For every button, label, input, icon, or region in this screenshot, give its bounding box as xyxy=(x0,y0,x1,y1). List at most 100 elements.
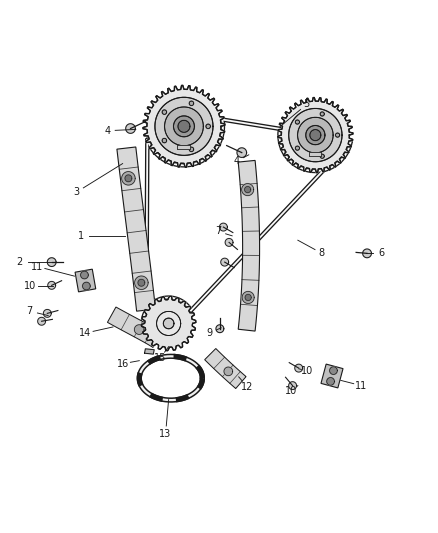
Polygon shape xyxy=(321,364,343,388)
Polygon shape xyxy=(238,160,260,331)
Polygon shape xyxy=(242,183,254,196)
Polygon shape xyxy=(189,101,194,106)
Polygon shape xyxy=(75,269,96,292)
Polygon shape xyxy=(306,126,325,144)
Polygon shape xyxy=(327,377,334,385)
Polygon shape xyxy=(177,145,191,149)
Polygon shape xyxy=(306,126,325,144)
Polygon shape xyxy=(163,318,174,329)
Text: 16: 16 xyxy=(117,359,129,369)
Text: 11: 11 xyxy=(31,262,43,271)
Polygon shape xyxy=(134,276,148,289)
Polygon shape xyxy=(297,117,333,153)
Polygon shape xyxy=(173,116,194,137)
Polygon shape xyxy=(117,147,155,311)
Polygon shape xyxy=(145,349,154,354)
Polygon shape xyxy=(83,282,90,290)
Text: 7: 7 xyxy=(215,227,221,237)
Polygon shape xyxy=(165,107,203,146)
Polygon shape xyxy=(162,139,166,143)
Text: 13: 13 xyxy=(159,429,172,439)
Polygon shape xyxy=(47,258,56,266)
Polygon shape xyxy=(162,139,166,143)
Polygon shape xyxy=(320,154,324,158)
Text: 15: 15 xyxy=(154,353,166,364)
Polygon shape xyxy=(206,124,210,128)
Polygon shape xyxy=(278,98,353,173)
Polygon shape xyxy=(141,296,196,351)
Polygon shape xyxy=(295,364,303,372)
Polygon shape xyxy=(143,85,225,167)
Text: 10: 10 xyxy=(24,281,36,291)
Polygon shape xyxy=(242,292,254,303)
Polygon shape xyxy=(122,172,135,185)
Polygon shape xyxy=(320,154,324,158)
Polygon shape xyxy=(134,325,144,334)
Polygon shape xyxy=(221,258,229,266)
Polygon shape xyxy=(295,146,300,150)
Polygon shape xyxy=(162,110,166,115)
Text: 9: 9 xyxy=(206,328,212,338)
Polygon shape xyxy=(289,108,342,161)
Polygon shape xyxy=(178,120,190,132)
Polygon shape xyxy=(295,146,300,150)
Polygon shape xyxy=(219,223,227,231)
Polygon shape xyxy=(330,367,337,374)
Polygon shape xyxy=(278,98,353,173)
Text: 5: 5 xyxy=(304,100,310,109)
Polygon shape xyxy=(309,152,321,156)
Text: 10: 10 xyxy=(300,366,313,376)
Text: 14: 14 xyxy=(79,328,92,338)
Text: 10: 10 xyxy=(285,386,297,397)
Polygon shape xyxy=(297,117,333,153)
Polygon shape xyxy=(336,133,339,137)
Text: 4: 4 xyxy=(233,156,240,166)
Polygon shape xyxy=(125,175,132,182)
Text: 8: 8 xyxy=(319,248,325,259)
Polygon shape xyxy=(310,130,321,141)
Polygon shape xyxy=(157,311,180,335)
Polygon shape xyxy=(38,317,46,325)
Polygon shape xyxy=(320,112,324,116)
Polygon shape xyxy=(126,124,135,133)
Polygon shape xyxy=(177,145,191,149)
Polygon shape xyxy=(205,349,246,389)
Polygon shape xyxy=(225,238,233,246)
Text: 11: 11 xyxy=(355,381,367,391)
Polygon shape xyxy=(189,101,194,106)
Polygon shape xyxy=(157,311,180,335)
Polygon shape xyxy=(310,130,321,141)
Text: 6: 6 xyxy=(378,248,384,259)
Polygon shape xyxy=(189,147,194,151)
Polygon shape xyxy=(43,310,51,317)
Polygon shape xyxy=(155,98,213,156)
Polygon shape xyxy=(189,147,194,151)
Polygon shape xyxy=(163,318,174,329)
Polygon shape xyxy=(363,249,371,258)
Polygon shape xyxy=(289,108,342,161)
Polygon shape xyxy=(162,110,166,115)
Polygon shape xyxy=(173,116,194,137)
Polygon shape xyxy=(155,98,213,156)
Polygon shape xyxy=(295,120,300,124)
Polygon shape xyxy=(165,107,203,146)
Polygon shape xyxy=(309,152,321,156)
Polygon shape xyxy=(224,367,233,376)
Polygon shape xyxy=(138,279,145,286)
Text: 1: 1 xyxy=(78,231,84,241)
Polygon shape xyxy=(143,85,225,167)
Polygon shape xyxy=(320,112,324,116)
Polygon shape xyxy=(216,325,224,333)
Polygon shape xyxy=(237,148,247,157)
Polygon shape xyxy=(245,294,251,301)
Polygon shape xyxy=(141,296,196,351)
Polygon shape xyxy=(295,120,300,124)
Polygon shape xyxy=(336,133,339,137)
Text: 7: 7 xyxy=(27,306,33,316)
Polygon shape xyxy=(289,382,297,390)
Polygon shape xyxy=(81,271,88,279)
Text: 12: 12 xyxy=(241,382,254,392)
Text: 4: 4 xyxy=(104,126,110,136)
Polygon shape xyxy=(178,120,190,132)
Polygon shape xyxy=(107,307,162,348)
